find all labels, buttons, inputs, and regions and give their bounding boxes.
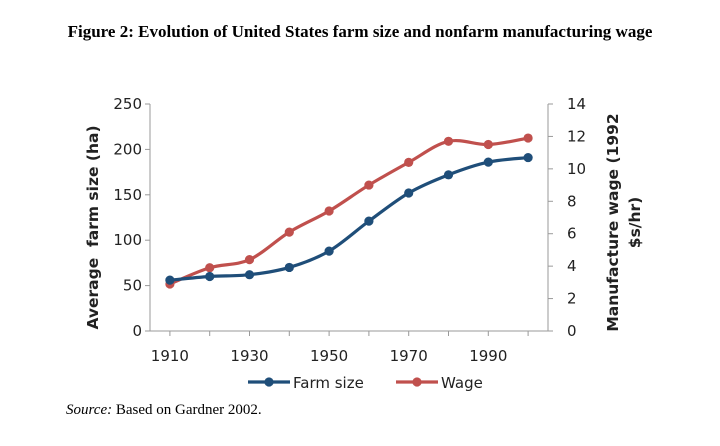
y2-tick-label: 0 [567,322,577,340]
x-tick-label: 1970 [390,347,428,365]
data-point-farm-size [523,152,533,163]
legend-marker-wage [412,377,422,387]
source-note: Source: Based on Gardner 2002. [66,402,262,419]
x-tick-label: 1910 [151,347,189,365]
data-point-farm-size [483,157,493,167]
chart-series [165,133,533,289]
y2-tick-label: 8 [567,192,577,210]
source-label: Source: [66,402,113,418]
data-point-wage [284,227,294,237]
series-line-farm-size [168,155,530,282]
data-point-wage [244,255,255,265]
figure-title: Figure 2: Evolution of United States far… [67,22,653,41]
data-point-wage [364,180,374,190]
y2-tick-label: 12 [567,127,586,145]
data-point-wage [523,133,533,143]
data-point-wage [205,263,215,273]
legend-marker-farm-size [264,377,274,387]
y-tick-label: 100 [113,231,142,249]
data-point-farm-size [404,188,414,198]
source-text: Based on Gardner 2002. [112,402,262,418]
chart-legend: Farm size Wage [248,374,483,392]
y2-tick-label: 10 [567,160,586,178]
x-tick-label: 1990 [469,347,507,365]
y2-tick-label: 6 [567,225,577,243]
data-point-farm-size [244,270,255,280]
legend-label-wage: Wage [441,374,483,392]
data-point-farm-size [165,275,175,285]
y2-axis-title-line1: Manufacture wage (1992 [604,113,622,331]
y2-axis-title-line2: $s/hr) [626,197,644,248]
x-tick-label: 1930 [230,347,268,365]
data-point-wage [483,139,493,150]
y-tick-label: 0 [132,322,142,340]
legend-label-farm-size: Farm size [293,374,364,392]
data-point-farm-size [284,262,294,273]
y-axis-title: Average farm size (ha) [84,125,102,329]
y2-tick-label: 4 [567,257,577,275]
series-line-wage [168,136,530,286]
y-tick-label: 150 [113,186,142,204]
y2-tick-label: 14 [567,95,586,113]
y-tick-label: 250 [113,95,142,113]
data-point-farm-size [324,246,334,256]
chart-axes: 0 50 100 150 200 250 0 2 4 6 8 10 12 14 1910 1930 1950 19… [84,95,644,365]
y-tick-label: 50 [123,277,142,295]
data-point-wage [443,136,454,146]
data-point-farm-size [364,216,374,226]
data-point-wage [324,206,334,216]
y2-axis-title: Manufacture wage (1992 $s/hr) [604,113,644,331]
y-tick-label: 200 [113,140,142,158]
x-tick-label: 1950 [310,347,348,365]
data-point-farm-size [443,170,454,180]
data-point-wage [404,157,414,167]
y2-tick-label: 2 [567,290,577,308]
data-point-farm-size [205,271,215,282]
